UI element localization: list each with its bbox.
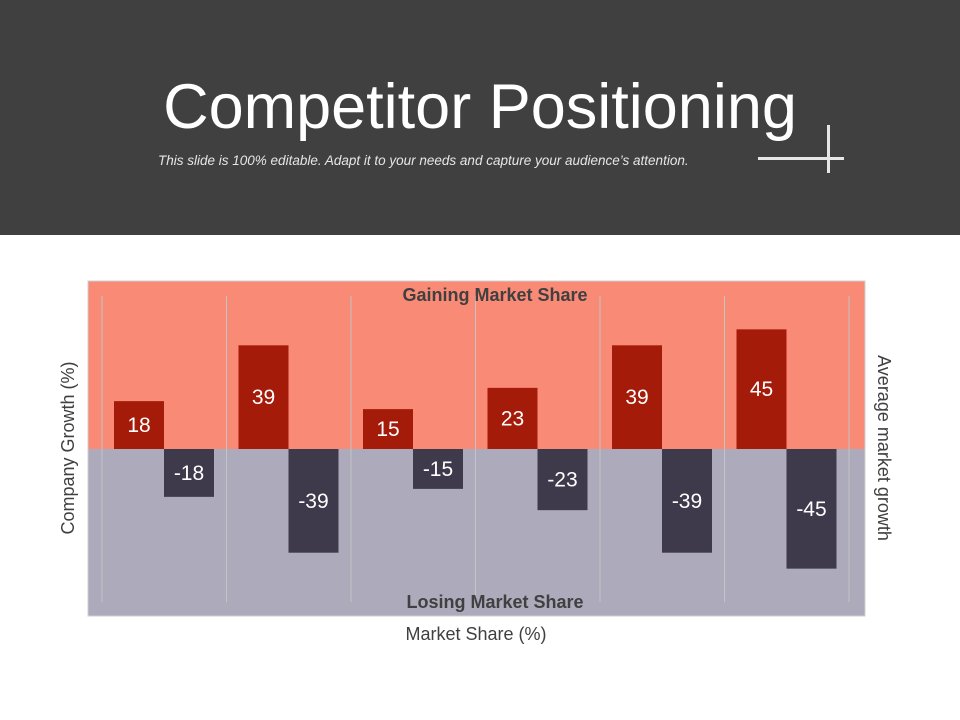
losing-market-share-label: Losing Market Share: [406, 592, 583, 612]
negative-bar: [413, 449, 463, 489]
title-banner: Competitor Positioning This slide is 100…: [0, 0, 960, 235]
losing-zone-background: [88, 449, 865, 616]
positive-bar: [487, 387, 538, 449]
positive-bar: [114, 401, 164, 449]
bar-value-label: -45: [796, 498, 826, 521]
positive-bar: [736, 329, 787, 449]
x-axis-title: Market Share (%): [405, 624, 546, 644]
decorative-crosshair-horizontal: [758, 157, 844, 160]
bar-value-label: 39: [252, 386, 275, 409]
secondary-y-axis-title: Average market growth: [874, 355, 894, 541]
bar-value-label: -15: [423, 458, 453, 481]
negative-bar: [662, 449, 712, 553]
positive-bar: [363, 409, 413, 449]
gaining-zone-background: [88, 281, 865, 449]
bar-value-label: -18: [174, 462, 204, 485]
negative-bar: [786, 449, 837, 569]
negative-bar: [164, 449, 214, 497]
gaining-market-share-label: Gaining Market Share: [402, 285, 587, 305]
bar-value-label: 23: [501, 407, 524, 430]
decorative-crosshair-vertical: [827, 125, 830, 173]
bar-value-label: 18: [127, 414, 150, 437]
bar-value-label: -39: [298, 490, 328, 513]
slide-subtitle: This slide is 100% editable. Adapt it to…: [158, 153, 689, 168]
slide-title: Competitor Positioning: [163, 72, 797, 142]
positive-bar: [238, 345, 289, 449]
negative-bar: [288, 449, 339, 553]
bar-value-label: 45: [750, 378, 773, 401]
bar-value-label: -39: [672, 490, 702, 513]
bar-value-label: 15: [376, 418, 399, 441]
y-axis-title: Company Growth (%): [58, 361, 78, 534]
plot-area-border: [87, 280, 866, 617]
positive-bar: [612, 345, 662, 449]
bar-value-label: -23: [547, 469, 577, 492]
bar-value-label: 39: [625, 386, 648, 409]
negative-bar: [537, 449, 588, 511]
